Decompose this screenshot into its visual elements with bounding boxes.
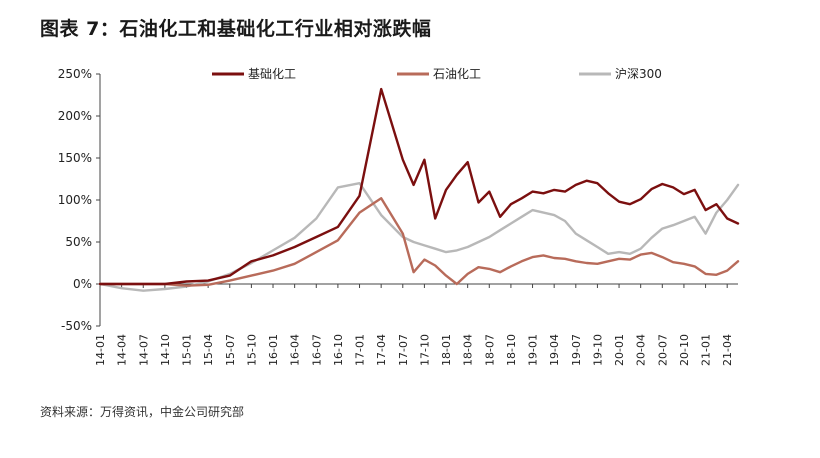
x-tick-label: 17-01 — [354, 334, 367, 366]
y-tick-label: 50% — [65, 235, 92, 249]
x-tick-label: 15-04 — [202, 334, 215, 366]
x-tick-label: 20-04 — [635, 334, 648, 366]
x-tick-label: 18-07 — [483, 334, 496, 366]
x-tick-label: 21-04 — [721, 334, 734, 366]
series-line — [98, 87, 740, 286]
y-tick-label: 200% — [58, 109, 92, 123]
x-tick-label: 20-07 — [656, 334, 669, 366]
x-tick-label: 14-07 — [137, 334, 150, 366]
series-line — [98, 181, 740, 292]
x-tick-label: 14-10 — [159, 334, 172, 366]
y-tick-label: -50% — [61, 319, 92, 333]
y-tick-label: 0% — [73, 277, 92, 291]
x-tick-label: 19-04 — [548, 334, 561, 366]
x-tick-label: 19-10 — [591, 334, 604, 366]
x-tick-label: 18-10 — [505, 334, 518, 366]
y-tick-label: 150% — [58, 151, 92, 165]
chart-axes: -50% 0% 50% 100% 150% 200% 250% 14-01 14-04 14-07… — [58, 67, 738, 366]
x-tick-label: 16-04 — [289, 334, 302, 366]
x-tick-label: 14-04 — [116, 334, 129, 366]
legend-label: 基础化工 — [248, 67, 296, 81]
x-tick-label: 15-07 — [224, 334, 237, 366]
figure-title: 图表 7：石油化工和基础化工行业相对涨跌幅 — [40, 18, 432, 40]
x-tick-label: 19-01 — [527, 334, 540, 366]
y-tick-label: 100% — [58, 193, 92, 207]
x-tick-label: 17-07 — [397, 334, 410, 366]
y-tick-label: 250% — [58, 67, 92, 81]
x-tick-label: 17-04 — [375, 334, 388, 366]
x-tick-label: 21-01 — [700, 334, 713, 366]
x-tick-label: 19-07 — [570, 334, 583, 366]
x-tick-label: 18-04 — [462, 334, 475, 366]
legend-label: 沪深300 — [615, 67, 662, 81]
source-note: 资料来源：万得资讯，中金公司研究部 — [40, 405, 245, 419]
x-tick-label: 16-01 — [267, 334, 280, 366]
x-tick-label: 20-10 — [678, 334, 691, 366]
x-tick-label: 15-01 — [181, 334, 194, 366]
x-tick-label: 15-10 — [245, 334, 258, 366]
x-tick-label: 18-01 — [440, 334, 453, 366]
series-line — [98, 197, 740, 287]
x-tick-label: 14-01 — [94, 334, 107, 366]
x-tick-label: 16-07 — [310, 334, 323, 366]
x-tick-label: 20-01 — [613, 334, 626, 366]
x-tick-label: 16-10 — [332, 334, 345, 366]
legend-label: 石油化工 — [433, 67, 481, 81]
x-tick-label: 17-10 — [418, 334, 431, 366]
chart-legend: 基础化工 石油化工 沪深300 — [212, 67, 662, 81]
chart-series — [98, 87, 740, 292]
